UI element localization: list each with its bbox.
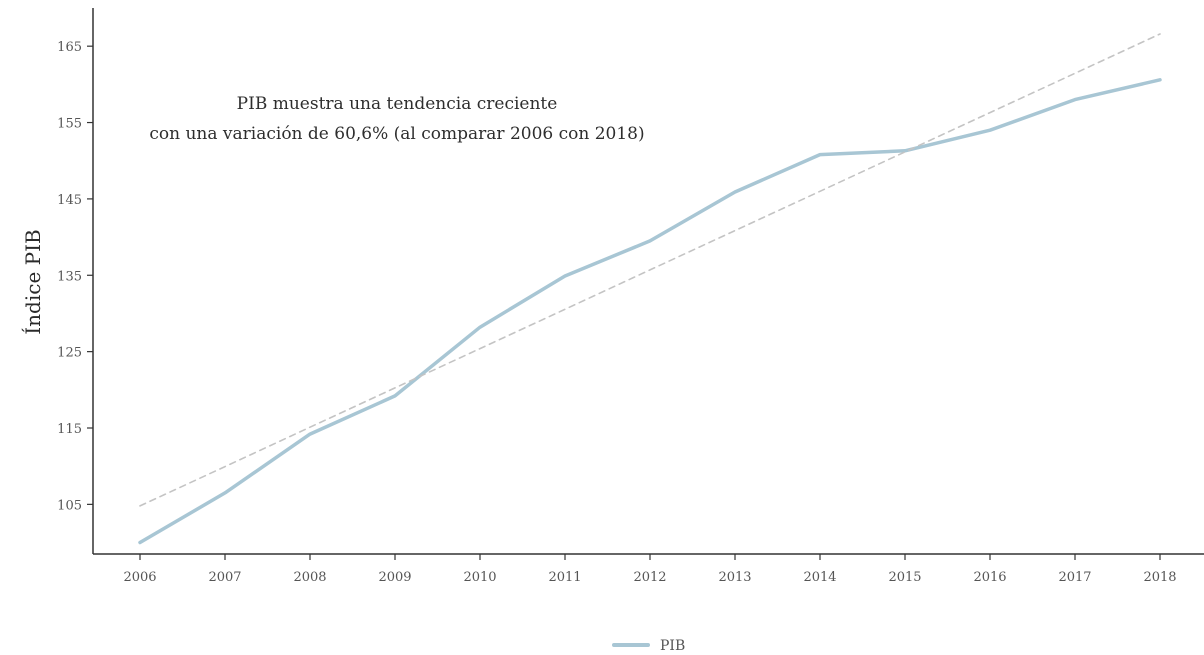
x-tick-label: 2009 bbox=[378, 570, 411, 585]
y-tick-label: 105 bbox=[57, 498, 82, 513]
x-tick-label: 2014 bbox=[803, 570, 836, 585]
y-tick-label: 115 bbox=[57, 422, 82, 437]
y-tick-label: 125 bbox=[57, 346, 82, 361]
trend-line bbox=[139, 33, 1161, 507]
y-tick-label: 165 bbox=[57, 40, 82, 55]
legend: PIB bbox=[612, 638, 685, 654]
series-line-pib bbox=[138, 78, 1162, 545]
x-tick-label: 2018 bbox=[1143, 570, 1176, 585]
x-tick-label: 2011 bbox=[548, 570, 581, 585]
x-tick-label: 2010 bbox=[463, 570, 496, 585]
x-tick-label: 2017 bbox=[1058, 570, 1091, 585]
annotation-line-2: con una variación de 60,6% (al comparar … bbox=[149, 124, 644, 144]
x-tick-label: 2008 bbox=[293, 570, 326, 585]
x-tick-label: 2012 bbox=[633, 570, 666, 585]
x-tick-label: 2013 bbox=[718, 570, 751, 585]
x-tick-label: 2016 bbox=[973, 570, 1006, 585]
y-tick-label: 135 bbox=[57, 269, 82, 284]
y-axis-title: Índice PIB bbox=[21, 229, 45, 334]
y-tick-label: 155 bbox=[57, 117, 82, 132]
legend-label-pib: PIB bbox=[660, 638, 685, 654]
x-tick-label: 2007 bbox=[208, 570, 241, 585]
x-tick-label: 2006 bbox=[123, 570, 156, 585]
x-tick-label: 2015 bbox=[888, 570, 921, 585]
y-tick-label: 145 bbox=[57, 193, 82, 208]
annotation-line-1: PIB muestra una tendencia creciente bbox=[237, 94, 558, 114]
plot-area: 105 115 125 135 145 155 165 2006 2007 2008 2009 201… bbox=[57, 8, 1204, 585]
